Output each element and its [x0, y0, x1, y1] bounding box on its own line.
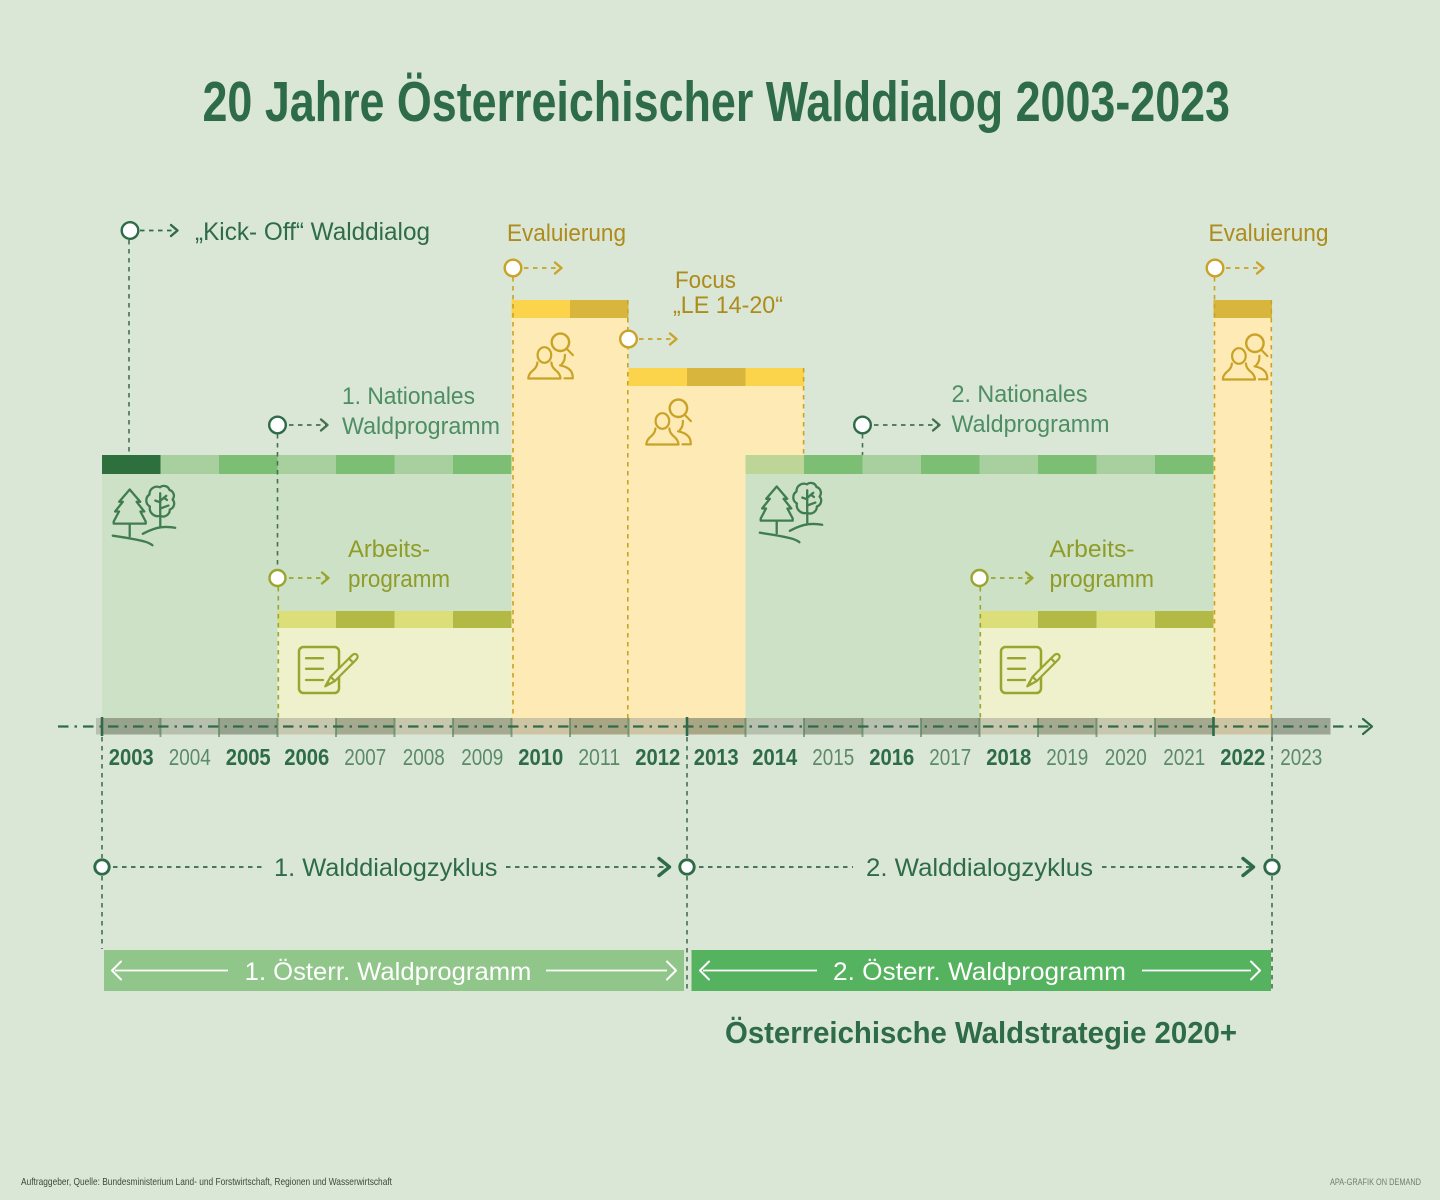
svg-text:2023: 2023	[1280, 744, 1322, 770]
svg-text:2. Österr. Waldprogramm: 2. Österr. Waldprogramm	[833, 958, 1126, 986]
svg-text:2022: 2022	[1220, 744, 1265, 770]
svg-text:1. Österr. Waldprogramm: 1. Österr. Waldprogramm	[245, 958, 532, 986]
svg-text:programm: programm	[1050, 566, 1155, 593]
svg-text:2021: 2021	[1163, 744, 1205, 770]
svg-text:2020: 2020	[1105, 744, 1147, 770]
svg-text:programm: programm	[348, 566, 450, 593]
svg-text:Arbeits-: Arbeits-	[1050, 536, 1135, 563]
svg-text:2012: 2012	[635, 744, 680, 770]
svg-text:Waldprogramm: Waldprogramm	[952, 411, 1110, 438]
svg-text:2. Walddialogzyklus: 2. Walddialogzyklus	[866, 854, 1093, 882]
svg-text:2007: 2007	[344, 744, 386, 770]
svg-text:2014: 2014	[752, 744, 797, 770]
svg-text:Evaluierung: Evaluierung	[1209, 220, 1329, 247]
svg-text:„Kick- Off“ Walddialog: „Kick- Off“ Walddialog	[195, 218, 430, 246]
svg-text:1. Nationales: 1. Nationales	[342, 383, 475, 410]
svg-text:2009: 2009	[461, 744, 503, 770]
svg-text:2013: 2013	[694, 744, 739, 770]
svg-text:Arbeits-: Arbeits-	[348, 536, 430, 563]
svg-text:2016: 2016	[869, 744, 914, 770]
svg-text:2005: 2005	[226, 744, 271, 770]
svg-text:2004: 2004	[169, 744, 211, 770]
svg-text:Waldprogramm: Waldprogramm	[342, 413, 500, 440]
svg-text:APA-GRAFIK ON DEMAND: APA-GRAFIK ON DEMAND	[1330, 1177, 1421, 1187]
svg-text:20 Jahre Österreichischer Wald: 20 Jahre Österreichischer Walddialog 200…	[203, 70, 1231, 134]
svg-text:2018: 2018	[986, 744, 1031, 770]
svg-text:2. Nationales: 2. Nationales	[952, 381, 1088, 408]
svg-text:2019: 2019	[1046, 744, 1088, 770]
svg-text:2017: 2017	[929, 744, 971, 770]
svg-text:„LE 14-20“: „LE 14-20“	[673, 292, 783, 319]
svg-text:2015: 2015	[812, 744, 854, 770]
svg-text:Auftraggeber, Quelle: Bundesmi: Auftraggeber, Quelle: Bundesministerium …	[21, 1176, 392, 1188]
svg-text:Evaluierung: Evaluierung	[507, 220, 626, 247]
svg-text:Focus: Focus	[675, 267, 736, 294]
svg-text:2006: 2006	[284, 744, 329, 770]
svg-text:2008: 2008	[403, 744, 445, 770]
svg-text:2011: 2011	[578, 744, 620, 770]
svg-text:2010: 2010	[518, 744, 563, 770]
svg-text:1. Walddialogzyklus: 1. Walddialogzyklus	[274, 854, 498, 882]
svg-text:2003: 2003	[109, 744, 154, 770]
svg-text:Österreichische Waldstrategie: Österreichische Waldstrategie 2020+	[725, 1015, 1237, 1050]
